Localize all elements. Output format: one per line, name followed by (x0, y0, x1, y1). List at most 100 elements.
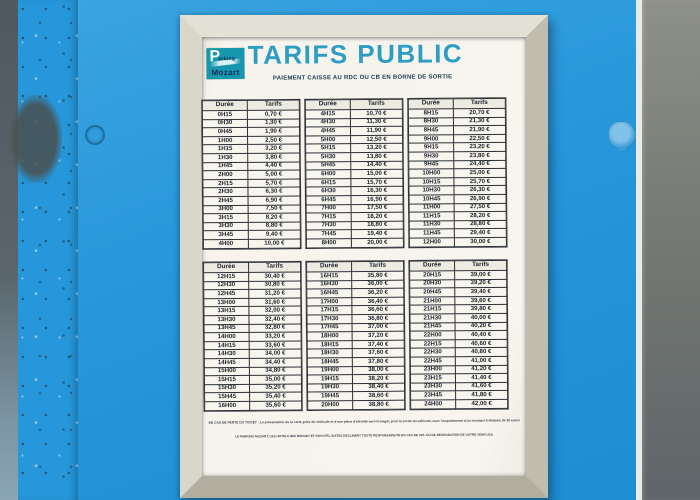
duration-cell: 7H45 (306, 229, 352, 239)
duration-cell: 2H30 (202, 187, 249, 197)
tariff-table-holder-1: Durée Tarifs 0H15 0,70 €0H30 1,30 €0H45 1,90 … (201, 99, 301, 249)
price-cell: 38,00 € (352, 365, 405, 375)
footer-note-1-text: EN CAS DE PERTE DU TICKET : La présentat… (208, 418, 521, 425)
price-cell: 39,60 € (454, 296, 507, 306)
duration-cell: 19H30 (307, 383, 353, 393)
price-cell: 23,20 € (453, 142, 506, 152)
duration-cell: 9H30 (408, 151, 454, 161)
price-cell: 20,00 € (351, 238, 404, 248)
duration-cell: 11H00 (409, 203, 455, 213)
tariff-tables-top-row: Durée Tarifs 0H15 0,70 €0H30 1,30 €0H45 1,90 … (201, 97, 507, 249)
price-cell: 37,80 € (352, 357, 405, 367)
table-row: 24H00 42,00 € (410, 399, 508, 409)
duration-cell: 16H00 (204, 401, 250, 411)
price-cell: 20,70 € (453, 108, 506, 118)
duration-cell: 0H30 (202, 119, 248, 128)
duration-cell: 16H15 (306, 271, 352, 281)
duration-cell: 9H15 (408, 143, 454, 153)
price-cell: 16,90 € (351, 195, 404, 205)
duration-cell: 7H00 (306, 204, 352, 214)
duration-cell: 7H15 (306, 212, 352, 222)
water-stain (608, 121, 636, 150)
duration-cell: 17H30 (306, 314, 353, 324)
price-cell: 5,00 € (247, 170, 300, 180)
duration-cell: 6H45 (306, 195, 352, 205)
table-row: 20H00 38,80 € (307, 400, 405, 410)
table-header-price: Tarifs (247, 100, 300, 111)
tariff-table-holder-3: Durée Tarifs 8H15 20,70 €8H30 21,30 €8H45 21,… (407, 97, 507, 248)
duration-cell: 7H30 (306, 221, 352, 231)
price-cell: 40,60 € (455, 339, 508, 349)
duration-cell: 14H45 (204, 358, 250, 368)
price-cell: 34,40 € (249, 357, 302, 367)
duration-cell: 10H00 (408, 168, 454, 178)
price-cell: 36,40 € (351, 296, 404, 306)
price-cell: 22,50 € (453, 134, 506, 144)
price-cell: 38,80 € (352, 400, 405, 410)
duration-cell: 2H15 (202, 179, 248, 189)
price-cell: 3,20 € (247, 144, 300, 154)
table-header-price: Tarifs (454, 260, 507, 271)
tariff-table: Durée Tarifs 0H15 0,70 €0H30 1,30 €0H45 1,90 … (201, 99, 301, 249)
duration-cell: 4H30 (305, 118, 351, 128)
price-cell: 30,80 € (248, 280, 301, 290)
duration-cell: 12H45 (203, 289, 249, 299)
price-cell: 16,30 € (350, 186, 404, 196)
price-cell: 41,60 € (455, 382, 508, 392)
duration-cell: 9H00 (408, 134, 454, 144)
duration-cell: 24H00 (410, 399, 456, 409)
duration-cell: 19H00 (307, 366, 353, 376)
duration-cell: 3H45 (203, 230, 249, 240)
price-cell: 30,40 € (248, 271, 301, 282)
duration-cell: 6H30 (305, 186, 352, 196)
price-cell: 35,00 € (249, 375, 302, 385)
table-header-price: Tarifs (351, 261, 404, 272)
duration-cell: 0H45 (202, 127, 248, 137)
duration-cell: 19H45 (307, 391, 353, 401)
panel-right-edge (636, 0, 642, 500)
sign-frame: P arking Mozart TARIFS PUBLIC PAIEMENT C… (180, 15, 548, 498)
table-header-duration: Durée (408, 98, 454, 110)
duration-cell: 5H45 (305, 161, 351, 171)
duration-cell: 5H30 (305, 152, 351, 162)
price-cell: 40,40 € (455, 330, 508, 340)
tariff-table: Durée Tarifs 8H15 20,70 €8H30 21,30 €8H45 21,… (407, 97, 507, 248)
duration-cell: 18H15 (307, 340, 353, 350)
price-cell: 1,30 € (247, 118, 300, 128)
tariff-table-holder-6: Durée Tarifs 20H15 39,00 €20H30 39,20 €20H45… (409, 259, 509, 410)
duration-cell: 11H45 (409, 229, 455, 239)
duration-cell: 0H15 (202, 110, 248, 120)
duration-cell: 18H00 (307, 331, 353, 341)
price-cell: 41,80 € (455, 390, 508, 400)
wall-left-strip (0, 0, 18, 500)
tariff-table: Durée Tarifs 4H15 10,70 €4H30 11,30 €4H45 11,… (304, 98, 404, 248)
price-cell: 31,60 € (248, 297, 301, 307)
duration-cell: 11H30 (409, 220, 455, 230)
table-header-duration: Durée (409, 260, 455, 272)
duration-cell: 5H15 (305, 143, 351, 153)
duration-cell: 23H30 (410, 382, 456, 392)
sign-paper: P arking Mozart TARIFS PUBLIC PAIEMENT C… (201, 37, 526, 476)
duration-cell: 8H15 (408, 108, 454, 118)
price-cell: 21,30 € (453, 116, 506, 126)
price-cell: 42,00 € (455, 399, 508, 409)
price-cell: 40,80 € (455, 347, 508, 357)
price-cell: 32,40 € (248, 314, 302, 324)
price-cell: 7,50 € (248, 204, 301, 214)
price-cell: 37,40 € (352, 339, 405, 349)
duration-cell: 16H30 (306, 280, 352, 290)
duration-cell: 17H15 (306, 305, 352, 315)
duration-cell: 12H30 (203, 281, 249, 290)
price-cell: 38,60 € (352, 391, 405, 401)
duration-cell: 21H45 (410, 322, 456, 332)
duration-cell: 12H00 (409, 237, 455, 247)
price-cell: 36,20 € (351, 288, 404, 298)
price-cell: 37,00 € (352, 322, 405, 332)
sign-subtitle: PAIEMENT CAISSE AU RDC OU CB EN BORNE DE… (272, 74, 453, 82)
price-cell: 0,70 € (247, 110, 300, 120)
duration-cell: 15H30 (204, 384, 250, 394)
duration-cell: 19H15 (307, 374, 353, 384)
duration-cell: 23H00 (410, 365, 456, 375)
price-cell: 6,90 € (248, 195, 301, 205)
